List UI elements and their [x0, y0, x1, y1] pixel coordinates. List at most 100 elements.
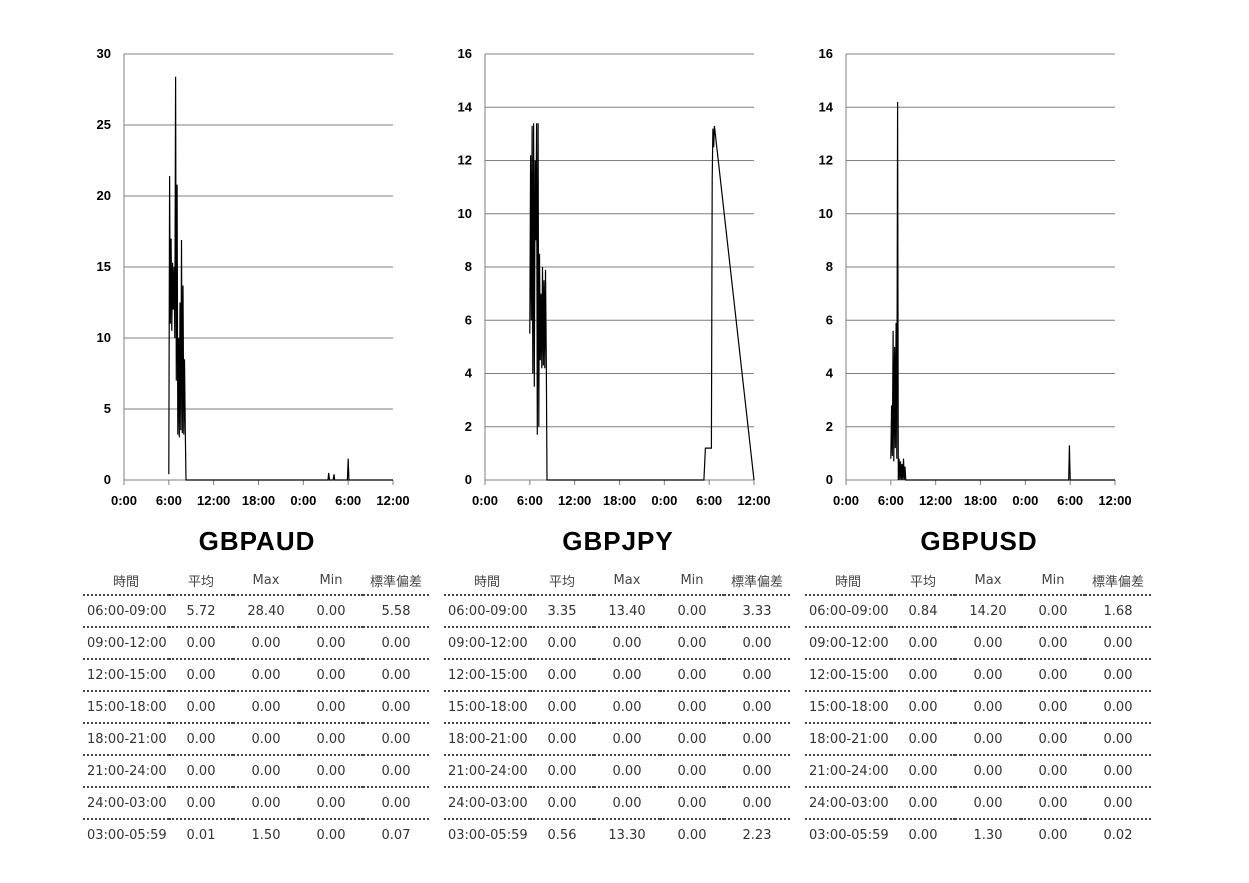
- cell-mean: 0.00: [891, 722, 955, 755]
- cell-period: 15:00-18:00: [444, 690, 530, 723]
- cell-stddev: 0.00: [724, 658, 790, 691]
- table-row: 21:00-24:00 0.00 0.00 0.00 0.00: [444, 754, 790, 787]
- cell-min: 0.00: [1021, 594, 1085, 627]
- cell-min: 0.00: [299, 722, 363, 755]
- header-max: Max: [974, 572, 1002, 588]
- cell-mean: 0.00: [891, 786, 955, 819]
- cell-mean: 0.00: [169, 722, 233, 755]
- table-row: 24:00-03:00 0.00 0.00 0.00 0.00: [444, 786, 790, 819]
- header-mean: 平均: [909, 574, 936, 590]
- y-tick-label: 20: [97, 188, 111, 203]
- series-line: [529, 123, 755, 481]
- chart-gbpusd: 0 2 4 6 8 10 12 14 16 0:00 6:00 12:00 18:00 0:00 6:00 1…: [819, 46, 1132, 508]
- cell-min: 0.00: [1021, 818, 1085, 850]
- cell-period: 15:00-18:00: [83, 690, 169, 723]
- cell-mean: 0.00: [530, 690, 594, 723]
- cell-max: 0.00: [594, 690, 660, 723]
- y-tick-label: 12: [819, 153, 833, 168]
- y-tick-label: 15: [97, 259, 111, 274]
- cell-period: 24:00-03:00: [83, 786, 169, 819]
- cell-max: 0.00: [955, 690, 1021, 723]
- cell-min: 0.00: [299, 818, 363, 850]
- cell-mean: 0.00: [891, 658, 955, 691]
- cell-period: 15:00-18:00: [805, 690, 891, 723]
- cell-mean: 0.00: [169, 786, 233, 819]
- cell-period: 12:00-15:00: [444, 658, 530, 691]
- header-mean: 平均: [187, 574, 214, 590]
- cell-stddev: 0.00: [363, 626, 429, 659]
- cell-mean: 0.00: [169, 690, 233, 723]
- cell-min: 0.00: [1021, 690, 1085, 723]
- cell-mean: 0.00: [891, 754, 955, 787]
- x-tick-label: 0:00: [472, 493, 498, 508]
- cell-mean: 0.00: [891, 690, 955, 723]
- cell-min: 0.00: [1021, 754, 1085, 787]
- table-row: 18:00-21:00 0.00 0.00 0.00 0.00: [83, 722, 429, 755]
- chart-title: GBPAUD: [198, 526, 316, 556]
- cell-mean: 0.00: [530, 786, 594, 819]
- cell-stddev: 0.00: [1085, 786, 1151, 819]
- y-tick-label: 10: [458, 206, 472, 221]
- cell-period: 06:00-09:00: [83, 594, 169, 627]
- y-tick-label: 16: [819, 46, 833, 61]
- chart-gbpaud: 0 5 10 15 20 25 30 0:00 6:00 12:00 18:00 0:00 6:00 12…: [97, 46, 410, 508]
- cell-period: 18:00-21:00: [83, 722, 169, 755]
- table-header-row: 時間 平均 Max Min 標準偏差: [83, 566, 429, 595]
- cell-period: 18:00-21:00: [805, 722, 891, 755]
- panel-gbpusd: 0 2 4 6 8 10 12 14 16 0:00 6:00 12:00 18:00 0:00 6:00 1…: [802, 0, 1162, 883]
- cell-max: 0.00: [233, 754, 299, 787]
- cell-min: 0.00: [1021, 658, 1085, 691]
- y-tick-label: 4: [465, 366, 473, 381]
- panel-gbpaud: 0 5 10 15 20 25 30 0:00 6:00 12:00 18:00 0:00 6:00 12…: [80, 0, 440, 883]
- cell-min: 0.00: [660, 658, 724, 691]
- cell-period: 21:00-24:00: [83, 754, 169, 787]
- cell-max: 0.00: [955, 722, 1021, 755]
- table-row: 24:00-03:00 0.00 0.00 0.00 0.00: [83, 786, 429, 819]
- stats-table-gbpaud: 時間 平均 Max Min 標準偏差 06:00-09:00 5.72 28.40 0…: [83, 566, 429, 850]
- cell-min: 0.00: [299, 594, 363, 627]
- x-tick-label: 6:00: [1057, 493, 1083, 508]
- cell-mean: 0.00: [169, 754, 233, 787]
- cell-stddev: 0.07: [363, 818, 429, 850]
- cell-max: 0.00: [955, 658, 1021, 691]
- y-tick-label: 16: [458, 46, 472, 61]
- y-tick-label: 8: [826, 259, 833, 274]
- cell-period: 24:00-03:00: [805, 786, 891, 819]
- cell-period: 09:00-12:00: [805, 626, 891, 659]
- cell-mean: 0.56: [530, 818, 594, 850]
- cell-max: 28.40: [233, 594, 299, 627]
- cell-stddev: 0.00: [1085, 754, 1151, 787]
- table-header-row: 時間 平均 Max Min 標準偏差: [805, 566, 1151, 595]
- x-tick-label: 0:00: [651, 493, 677, 508]
- header-max: Max: [252, 572, 280, 588]
- cell-mean: 0.84: [891, 594, 955, 627]
- cell-stddev: 5.58: [363, 594, 429, 627]
- cell-mean: 0.00: [891, 818, 955, 850]
- cell-stddev: 0.02: [1085, 818, 1151, 850]
- cell-max: 0.00: [233, 626, 299, 659]
- table-row: 18:00-21:00 0.00 0.00 0.00 0.00: [805, 722, 1151, 755]
- cell-stddev: 0.00: [724, 754, 790, 787]
- cell-mean: 0.01: [169, 818, 233, 850]
- cell-max: 1.30: [955, 818, 1021, 850]
- series-line: [890, 101, 1115, 481]
- x-tick-label: 0:00: [833, 493, 859, 508]
- cell-period: 03:00-05:59: [805, 818, 891, 850]
- y-tick-label: 6: [465, 312, 472, 327]
- table-row: 03:00-05:59 0.00 1.30 0.00 0.02: [805, 818, 1151, 850]
- table-row: 21:00-24:00 0.00 0.00 0.00 0.00: [805, 754, 1151, 787]
- cell-min: 0.00: [660, 818, 724, 850]
- cell-min: 0.00: [660, 594, 724, 627]
- cell-mean: 0.00: [169, 626, 233, 659]
- x-tick-label: 6:00: [878, 493, 904, 508]
- table-row: 03:00-05:59 0.56 13.30 0.00 2.23: [444, 818, 790, 850]
- header-max: Max: [613, 572, 641, 588]
- cell-mean: 3.35: [530, 594, 594, 627]
- cell-max: 1.50: [233, 818, 299, 850]
- x-tick-label: 18:00: [603, 493, 636, 508]
- x-tick-label: 18:00: [242, 493, 275, 508]
- cell-max: 0.00: [233, 658, 299, 691]
- cell-min: 0.00: [299, 786, 363, 819]
- x-tick-label: 6:00: [156, 493, 182, 508]
- cell-mean: 0.00: [530, 626, 594, 659]
